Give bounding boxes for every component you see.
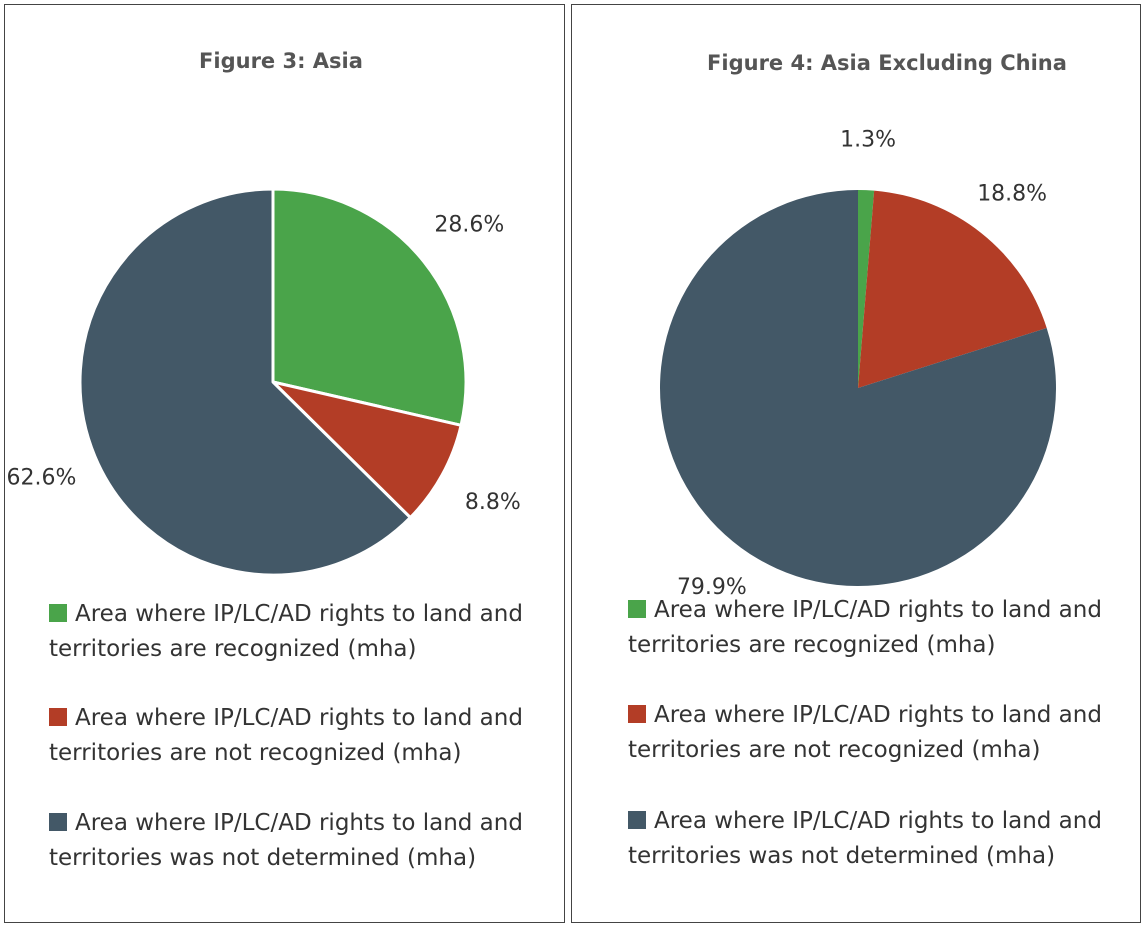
legend-label: Area where IP/LC/AD rights to land and t… [49,810,523,871]
pie-slice [271,187,468,427]
pie-slice [858,190,875,388]
chart: Figure 4: Asia Excluding China 1.3% 18.8% 7… [660,51,1067,600]
data-label: 79.9% [677,575,747,600]
chart-title: Figure 3: Asia [199,49,363,73]
legend-swatch [49,813,67,831]
legend-item: Area where IP/LC/AD rights to land and t… [49,701,529,771]
pie-slice [660,190,1056,586]
legend-swatch [628,600,646,618]
legend-item: Area where IP/LC/AD rights to land and t… [628,698,1108,768]
legend-label: Area where IP/LC/AD rights to land and t… [49,705,523,766]
legend-item: Area where IP/LC/AD rights to land and t… [628,804,1108,874]
data-label: 8.8% [465,490,521,515]
chart-panel: Figure 4: Asia Excluding China 1.3% 18.8% 7… [571,4,1141,923]
chart-panel: Figure 3: Asia 28.6% 8.8% 62.6% Area where I… [4,4,565,923]
chart-title: Figure 4: Asia Excluding China [707,51,1067,75]
legend-swatch [628,811,646,829]
legend-label: Area where IP/LC/AD rights to land and t… [628,597,1102,658]
legend-item: Area where IP/LC/AD rights to land and t… [49,597,529,667]
legend-swatch [49,708,67,726]
legend-label: Area where IP/LC/AD rights to land and t… [628,808,1102,869]
pie-slice [78,187,412,577]
legend-item: Area where IP/LC/AD rights to land and t… [49,806,529,876]
data-label: 62.6% [7,466,77,491]
legend-swatch [628,705,646,723]
data-label: 28.6% [434,213,504,238]
pie-slice [271,380,463,520]
data-label: 1.3% [840,128,896,153]
chart: Figure 3: Asia 28.6% 8.8% 62.6% [7,49,521,577]
legend-label: Area where IP/LC/AD rights to land and t… [49,601,523,662]
legend-item: Area where IP/LC/AD rights to land and t… [628,593,1108,663]
data-label: 18.8% [977,181,1047,206]
legend-label: Area where IP/LC/AD rights to land and t… [628,702,1102,763]
legend-swatch [49,604,67,622]
pie-slice [858,190,1047,388]
